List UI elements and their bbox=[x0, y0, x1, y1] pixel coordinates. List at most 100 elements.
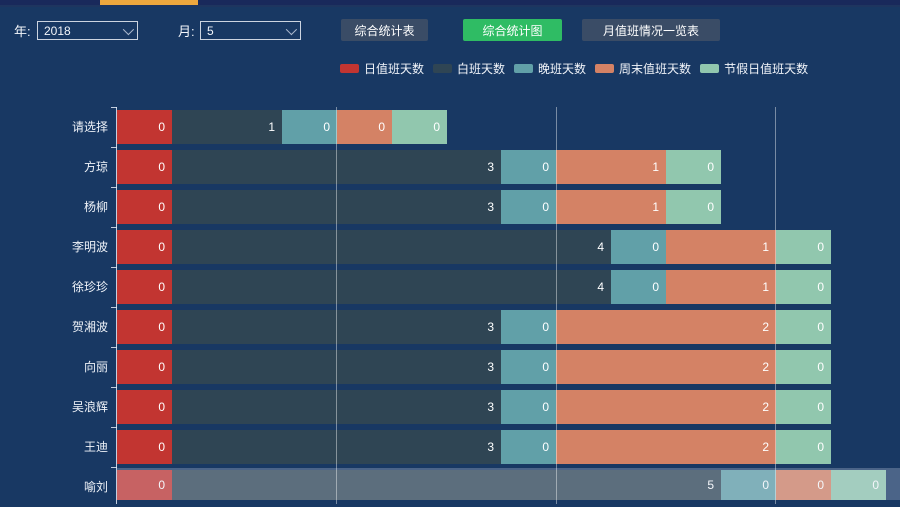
bar-segment[interactable]: 3 bbox=[172, 190, 501, 224]
bar-segment[interactable]: 0 bbox=[776, 270, 831, 304]
month-select-value: 5 bbox=[207, 23, 214, 38]
bar-segment[interactable]: 3 bbox=[172, 390, 501, 424]
bar-segment[interactable]: 0 bbox=[117, 230, 172, 264]
bar-segment[interactable]: 2 bbox=[556, 350, 776, 384]
legend-label: 节假日值班天数 bbox=[724, 61, 809, 76]
year-select-value: 2018 bbox=[44, 23, 71, 38]
summary-table-button[interactable]: 综合统计表 bbox=[341, 19, 428, 41]
bar-segment[interactable]: 3 bbox=[172, 310, 501, 344]
bar-segment[interactable]: 0 bbox=[666, 190, 721, 224]
bar-segment[interactable]: 4 bbox=[172, 230, 611, 264]
bar-segment[interactable]: 1 bbox=[556, 190, 666, 224]
bar-segment[interactable]: 0 bbox=[117, 430, 172, 464]
bar-segment[interactable]: 0 bbox=[117, 190, 172, 224]
bar-segment[interactable]: 3 bbox=[172, 350, 501, 384]
bar-segment[interactable]: 0 bbox=[831, 470, 886, 500]
year-label: 年: bbox=[14, 24, 31, 39]
bar-segment[interactable]: 0 bbox=[666, 150, 721, 184]
bar-segment[interactable]: 0 bbox=[776, 470, 831, 500]
category-label: 请选择 bbox=[71, 120, 108, 134]
summary-chart-button[interactable]: 综合统计图 bbox=[463, 19, 562, 41]
bar-segment[interactable]: 0 bbox=[776, 430, 831, 464]
y-axis-tick bbox=[111, 227, 117, 228]
bar-segment[interactable]: 0 bbox=[337, 110, 392, 144]
bar-segment[interactable]: 0 bbox=[611, 270, 666, 304]
bar-segment[interactable]: 2 bbox=[556, 430, 776, 464]
y-axis-tick bbox=[111, 387, 117, 388]
bar-segment[interactable]: 0 bbox=[721, 470, 776, 500]
monthly-duty-list-button[interactable]: 月值班情况一览表 bbox=[582, 19, 720, 41]
bar-segment[interactable]: 0 bbox=[117, 390, 172, 424]
legend-swatch-icon bbox=[595, 63, 615, 73]
bar-segment[interactable]: 0 bbox=[117, 310, 172, 344]
legend-item[interactable]: 白班天数 bbox=[433, 60, 505, 77]
y-axis-tick bbox=[111, 267, 117, 268]
bar-segment[interactable]: 3 bbox=[172, 150, 501, 184]
bar-segment[interactable]: 5 bbox=[172, 470, 721, 500]
bar-segment[interactable]: 0 bbox=[501, 350, 556, 384]
legend-item[interactable]: 晚班天数 bbox=[514, 60, 586, 77]
legend-item[interactable]: 周末值班天数 bbox=[595, 60, 691, 77]
y-axis-tick bbox=[111, 467, 117, 468]
legend-swatch-icon bbox=[700, 63, 720, 73]
bar-segment[interactable]: 0 bbox=[501, 190, 556, 224]
bar-segment[interactable]: 3 bbox=[172, 430, 501, 464]
chevron-down-icon bbox=[285, 23, 298, 35]
bar-segment[interactable]: 0 bbox=[776, 230, 831, 264]
bar-segment[interactable]: 2 bbox=[556, 390, 776, 424]
bar-segment[interactable]: 0 bbox=[117, 110, 172, 144]
bar-segment[interactable]: 1 bbox=[556, 150, 666, 184]
axis-pointer-shadow bbox=[117, 468, 900, 500]
bar-segment[interactable]: 0 bbox=[117, 350, 172, 384]
bar-segment[interactable]: 0 bbox=[501, 310, 556, 344]
bar-segment[interactable]: 0 bbox=[776, 390, 831, 424]
bar-segment[interactable]: 0 bbox=[776, 310, 831, 344]
bar-segment[interactable]: 0 bbox=[117, 470, 172, 500]
legend-item[interactable]: 日值班天数 bbox=[340, 60, 424, 77]
year-select[interactable]: 2018 bbox=[37, 21, 138, 40]
category-label: 贺湘波 bbox=[71, 320, 108, 334]
bar-segment[interactable]: 0 bbox=[776, 350, 831, 384]
y-axis-tick bbox=[111, 147, 117, 148]
legend-swatch-icon bbox=[433, 63, 453, 73]
x-gridline bbox=[556, 107, 557, 504]
chart-legend: 日值班天数 白班天数 晚班天数 周末值班天数 节假日值班天数 bbox=[340, 60, 808, 76]
category-label: 方琼 bbox=[83, 160, 108, 174]
bar-segment[interactable]: 0 bbox=[282, 110, 337, 144]
category-label: 吴浪辉 bbox=[71, 400, 108, 414]
y-axis-tick bbox=[111, 427, 117, 428]
bar-segment[interactable]: 4 bbox=[172, 270, 611, 304]
legend-label: 日值班天数 bbox=[364, 61, 425, 76]
bar-segment[interactable]: 1 bbox=[172, 110, 282, 144]
bar-segment[interactable]: 1 bbox=[666, 270, 776, 304]
y-axis-line bbox=[116, 107, 117, 504]
bar-segment[interactable]: 0 bbox=[117, 270, 172, 304]
bar-segment[interactable]: 0 bbox=[117, 150, 172, 184]
scrollbar-thumb[interactable] bbox=[100, 0, 198, 5]
bar-segment[interactable]: 0 bbox=[611, 230, 666, 264]
bar-segment[interactable]: 0 bbox=[501, 430, 556, 464]
bar-segment[interactable]: 0 bbox=[392, 110, 447, 144]
category-label: 徐珍珍 bbox=[71, 280, 108, 294]
bar-segment[interactable]: 0 bbox=[501, 390, 556, 424]
legend-item[interactable]: 节假日值班天数 bbox=[700, 60, 808, 77]
y-axis-tick bbox=[111, 307, 117, 308]
bar-segment[interactable]: 1 bbox=[666, 230, 776, 264]
y-axis-tick bbox=[111, 187, 117, 188]
category-label: 喻刘 bbox=[83, 480, 108, 494]
x-gridline bbox=[775, 107, 776, 504]
month-select[interactable]: 5 bbox=[200, 21, 301, 40]
bar-segment[interactable]: 2 bbox=[556, 310, 776, 344]
bar-segment[interactable]: 0 bbox=[501, 150, 556, 184]
legend-label: 周末值班天数 bbox=[619, 61, 692, 76]
legend-swatch-icon bbox=[514, 63, 534, 73]
